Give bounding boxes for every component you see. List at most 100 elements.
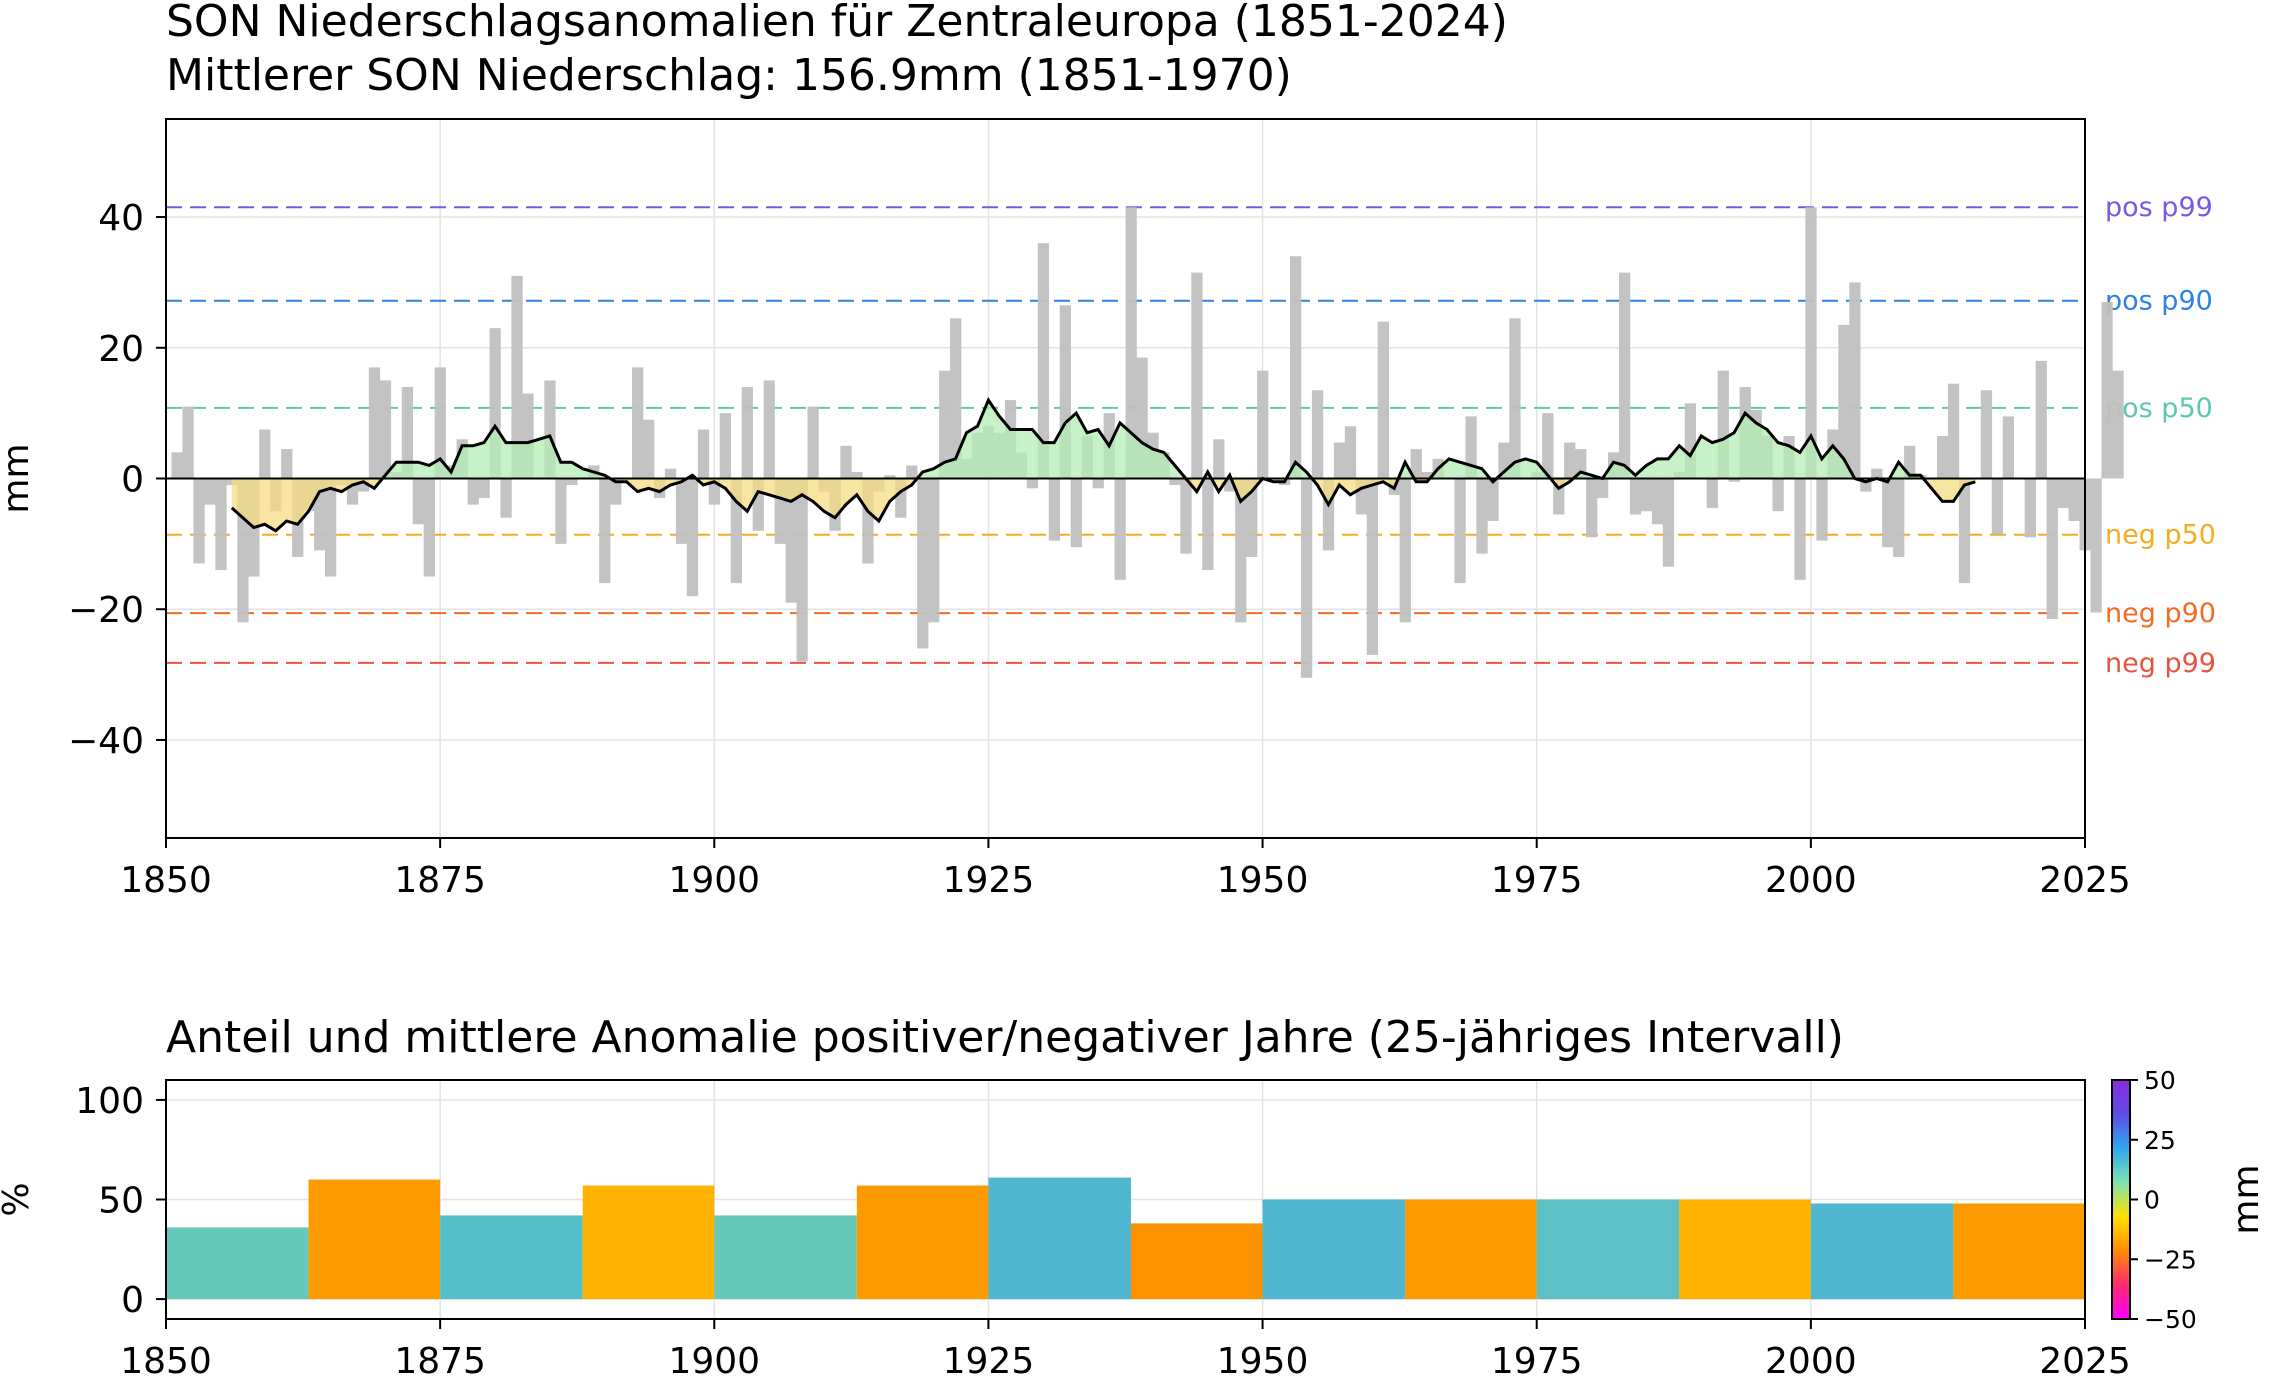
- smoothed-fill-segment: [758, 478, 770, 495]
- anomaly-bar: [401, 386, 414, 479]
- anomaly-bar: [566, 478, 578, 486]
- smoothed-fill-segment: [1942, 478, 1954, 502]
- smoothed-fill-segment: [1701, 436, 1713, 479]
- smoothed-fill-segment: [1448, 458, 1460, 479]
- anomaly-bar: [917, 478, 929, 649]
- anomaly-bar: [610, 478, 622, 505]
- bottom-y-tick-label: 100: [75, 1081, 144, 1122]
- anomaly-bar: [1322, 478, 1335, 551]
- anomaly-bar: [522, 393, 534, 479]
- anomaly-bar: [741, 386, 753, 479]
- anomaly-bar: [950, 318, 962, 479]
- anomaly-bar: [1300, 478, 1313, 678]
- threshold-label: pos p99: [2105, 192, 2213, 223]
- anomaly-bar: [171, 452, 183, 479]
- anomaly-bar: [719, 413, 732, 479]
- colorbar: 50 25 0 −25 −50 mm: [2111, 1066, 2267, 1334]
- anomaly-bar: [2024, 478, 2036, 538]
- top-y-tick-label: −20: [68, 590, 144, 631]
- smoothed-fill-segment: [264, 478, 276, 531]
- anomaly-bar: [1728, 478, 1740, 482]
- interval-bar: [714, 1215, 857, 1300]
- smoothed-fill-segment: [1514, 458, 1526, 479]
- anomaly-bar: [1476, 478, 1488, 554]
- smoothed-fill-segment: [308, 478, 320, 512]
- anomaly-bar: [1936, 436, 1949, 479]
- smoothed-fill-segment: [1109, 422, 1121, 479]
- top-x-tick-label: 1875: [394, 860, 486, 901]
- anomaly-bar: [1849, 282, 1861, 479]
- top-y-tick-label: 40: [98, 198, 144, 239]
- smoothed-fill-segment: [1010, 429, 1022, 479]
- anomaly-bar: [599, 478, 611, 584]
- smoothed-fill-segment: [1799, 436, 1811, 479]
- bottom-x-tick-label: 1950: [1217, 1341, 1309, 1380]
- anomaly-bar: [928, 478, 940, 623]
- smoothed-fill-segment: [1130, 432, 1142, 479]
- interval-bar: [856, 1185, 989, 1300]
- top-chart: SON Niederschlagsanomalien für Zentraleu…: [0, 0, 2216, 901]
- anomaly-bar: [2046, 478, 2058, 620]
- anomaly-bar: [1169, 478, 1181, 486]
- interval-bar: [1262, 1199, 1406, 1300]
- smoothed-fill-segment: [1723, 432, 1735, 479]
- anomaly-bar: [796, 478, 808, 662]
- smoothed-fill-segment: [407, 462, 419, 479]
- smoothed-fill-segment: [1613, 462, 1625, 479]
- colorbar-tick-label: −25: [2144, 1245, 2197, 1274]
- threshold-label: pos p90: [2105, 286, 2213, 317]
- anomaly-bar: [1180, 478, 1192, 554]
- anomaly-bar: [708, 478, 721, 505]
- anomaly-bar: [204, 478, 216, 505]
- colorbar-tick-label: −50: [2144, 1305, 2197, 1334]
- anomaly-bar: [325, 478, 337, 577]
- anomaly-bar: [1860, 478, 1872, 492]
- smoothed-fill-segment: [769, 478, 781, 499]
- anomaly-bar: [1629, 478, 1642, 515]
- smoothed-fill-segment: [944, 458, 956, 479]
- anomaly-bar: [1838, 324, 1850, 479]
- colorbar-tick-label: 25: [2144, 1126, 2176, 1155]
- anomaly-bar: [1289, 256, 1302, 479]
- anomaly-bar: [237, 478, 249, 623]
- anomaly-bar: [664, 468, 677, 479]
- anomaly-bar: [895, 478, 907, 518]
- anomaly-bar: [1257, 370, 1269, 479]
- smoothed-fill-segment: [867, 478, 879, 521]
- smoothed-fill-segment: [1240, 478, 1252, 502]
- smoothed-fill-segment: [1350, 478, 1362, 495]
- anomaly-bar: [1586, 478, 1598, 538]
- bottom-x-tick-label: 1850: [120, 1341, 212, 1380]
- smoothed-fill-segment: [1788, 445, 1800, 479]
- anomaly-bar: [763, 380, 775, 479]
- interval-bar: [440, 1215, 583, 1300]
- smoothed-fill-segment: [878, 478, 890, 521]
- smoothed-fill-segment: [1690, 436, 1702, 479]
- anomaly-bar: [1092, 478, 1104, 489]
- anomaly-bar: [851, 471, 863, 479]
- anomaly-bar: [752, 478, 764, 531]
- smoothed-fill-segment: [845, 478, 857, 505]
- smoothed-fill-segment: [1777, 442, 1789, 479]
- bottom-y-axis: 100 50 0: [75, 1081, 166, 1321]
- interval-bar: [1679, 1199, 1811, 1300]
- interval-bar: [988, 1177, 1131, 1300]
- interval-bar: [166, 1227, 309, 1300]
- anomaly-bar: [1553, 478, 1565, 515]
- bottom-x-tick-label: 1875: [394, 1341, 486, 1380]
- anomaly-bar: [632, 367, 644, 479]
- anomaly-bar: [1344, 426, 1357, 479]
- anomaly-bar: [675, 478, 688, 544]
- smoothed-fill-segment: [1163, 452, 1175, 479]
- anomaly-bar: [1399, 478, 1411, 623]
- anomaly-bar: [2035, 360, 2047, 479]
- smoothed-fill-segment: [1745, 413, 1757, 479]
- smoothed-fill-segment: [418, 462, 430, 479]
- interval-bar: [1810, 1203, 1954, 1300]
- anomaly-bar: [1980, 390, 1993, 479]
- anomaly-bar: [478, 478, 490, 499]
- anomaly-bar: [182, 406, 194, 479]
- anomaly-bar: [2090, 478, 2102, 613]
- smoothed-fill-segment: [1668, 445, 1680, 479]
